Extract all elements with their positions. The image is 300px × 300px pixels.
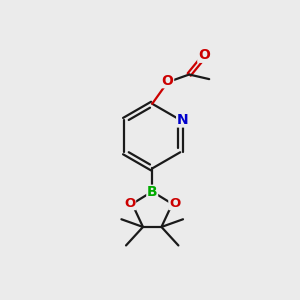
- Text: N: N: [177, 113, 188, 127]
- Text: B: B: [147, 185, 158, 199]
- Text: O: O: [124, 196, 136, 210]
- Text: O: O: [162, 74, 173, 88]
- Text: O: O: [198, 48, 210, 62]
- Text: O: O: [169, 196, 180, 210]
